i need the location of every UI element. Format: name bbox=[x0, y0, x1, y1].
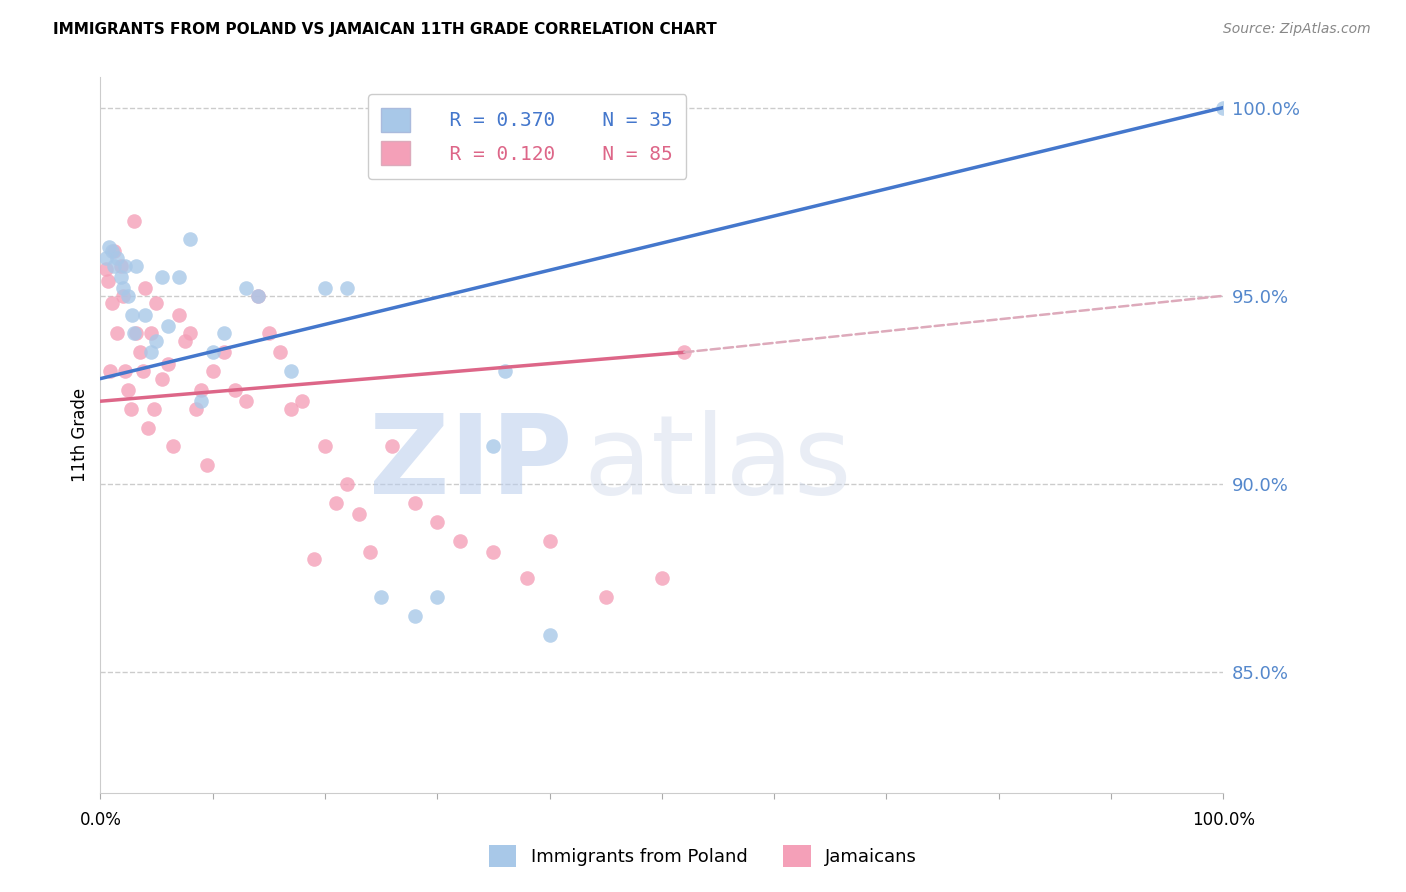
Point bbox=[122, 326, 145, 341]
Point bbox=[139, 345, 162, 359]
Point bbox=[94, 251, 117, 265]
Point bbox=[673, 345, 696, 359]
Point bbox=[347, 507, 370, 521]
Point bbox=[184, 401, 207, 416]
Point bbox=[516, 571, 538, 585]
Point bbox=[167, 308, 190, 322]
Point bbox=[111, 289, 134, 303]
Point bbox=[125, 326, 148, 341]
Point bbox=[1212, 101, 1234, 115]
Text: 0.0%: 0.0% bbox=[79, 811, 121, 829]
Point bbox=[482, 545, 505, 559]
Point bbox=[426, 515, 449, 529]
Point bbox=[201, 364, 224, 378]
Point bbox=[98, 240, 121, 254]
Legend:   R = 0.370    N = 35,   R = 0.120    N = 85: R = 0.370 N = 35, R = 0.120 N = 85 bbox=[368, 95, 686, 178]
Point bbox=[128, 345, 150, 359]
Text: IMMIGRANTS FROM POLAND VS JAMAICAN 11TH GRADE CORRELATION CHART: IMMIGRANTS FROM POLAND VS JAMAICAN 11TH … bbox=[53, 22, 717, 37]
Point bbox=[224, 383, 246, 397]
Point bbox=[336, 477, 359, 491]
Point bbox=[370, 590, 392, 604]
Point bbox=[134, 308, 156, 322]
Point bbox=[156, 318, 179, 333]
Point bbox=[97, 274, 120, 288]
Point bbox=[404, 496, 426, 510]
Point bbox=[494, 364, 516, 378]
Point bbox=[359, 545, 381, 559]
Point bbox=[114, 364, 136, 378]
Point bbox=[110, 270, 132, 285]
Point bbox=[167, 270, 190, 285]
Point bbox=[651, 571, 673, 585]
Point bbox=[122, 213, 145, 227]
Point bbox=[105, 326, 128, 341]
Point bbox=[162, 439, 184, 453]
Point bbox=[100, 364, 122, 378]
Point bbox=[134, 281, 156, 295]
Text: ZIP: ZIP bbox=[368, 410, 572, 517]
Point bbox=[156, 357, 179, 371]
Point bbox=[246, 289, 269, 303]
Point bbox=[269, 345, 291, 359]
Point bbox=[110, 259, 132, 273]
Point bbox=[105, 251, 128, 265]
Point bbox=[235, 281, 257, 295]
Point bbox=[100, 244, 122, 258]
Point bbox=[302, 552, 325, 566]
Point bbox=[150, 270, 173, 285]
Point bbox=[404, 608, 426, 623]
Point bbox=[235, 394, 257, 409]
Point bbox=[114, 259, 136, 273]
Point bbox=[325, 496, 347, 510]
Point bbox=[143, 401, 166, 416]
Point bbox=[132, 364, 155, 378]
Point bbox=[139, 326, 162, 341]
Point bbox=[212, 345, 235, 359]
Point bbox=[190, 394, 212, 409]
Point bbox=[117, 383, 139, 397]
Point bbox=[336, 281, 359, 295]
Point bbox=[125, 259, 148, 273]
Point bbox=[190, 383, 212, 397]
Point bbox=[280, 364, 302, 378]
Point bbox=[314, 439, 336, 453]
Point bbox=[212, 326, 235, 341]
Point bbox=[136, 420, 159, 434]
Point bbox=[179, 326, 201, 341]
Point bbox=[121, 308, 143, 322]
Point bbox=[257, 326, 280, 341]
Point bbox=[201, 345, 224, 359]
Point bbox=[179, 232, 201, 246]
Y-axis label: 11th Grade: 11th Grade bbox=[72, 388, 89, 483]
Point bbox=[145, 296, 167, 310]
Point bbox=[280, 401, 302, 416]
Point bbox=[314, 281, 336, 295]
Point bbox=[117, 289, 139, 303]
Point bbox=[449, 533, 471, 548]
Point bbox=[145, 334, 167, 348]
Text: Source: ZipAtlas.com: Source: ZipAtlas.com bbox=[1223, 22, 1371, 37]
Point bbox=[100, 296, 122, 310]
Text: 100.0%: 100.0% bbox=[1192, 811, 1254, 829]
Point bbox=[150, 371, 173, 385]
Point bbox=[120, 401, 142, 416]
Point bbox=[173, 334, 195, 348]
Point bbox=[103, 244, 125, 258]
Point bbox=[538, 533, 561, 548]
Point bbox=[103, 259, 125, 273]
Point bbox=[538, 627, 561, 641]
Text: atlas: atlas bbox=[583, 410, 852, 517]
Point bbox=[291, 394, 314, 409]
Point bbox=[482, 439, 505, 453]
Point bbox=[111, 281, 134, 295]
Point bbox=[246, 289, 269, 303]
Point bbox=[195, 458, 218, 473]
Point bbox=[426, 590, 449, 604]
Point bbox=[381, 439, 404, 453]
Legend: Immigrants from Poland, Jamaicans: Immigrants from Poland, Jamaicans bbox=[479, 836, 927, 876]
Point bbox=[595, 590, 617, 604]
Point bbox=[94, 262, 117, 277]
